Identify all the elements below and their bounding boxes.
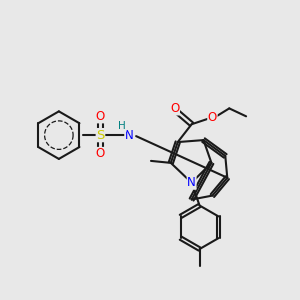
Text: H: H — [118, 121, 126, 131]
Text: O: O — [96, 148, 105, 160]
Text: O: O — [208, 111, 217, 124]
Text: O: O — [170, 102, 179, 115]
Text: N: N — [187, 176, 196, 189]
Text: N: N — [125, 129, 134, 142]
Text: S: S — [96, 129, 105, 142]
Text: O: O — [96, 110, 105, 123]
